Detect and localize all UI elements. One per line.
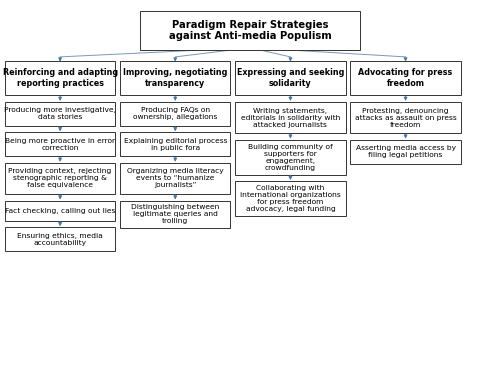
Text: Being more proactive in error
correction: Being more proactive in error correction	[5, 138, 115, 151]
FancyBboxPatch shape	[5, 132, 115, 156]
FancyBboxPatch shape	[5, 102, 115, 126]
FancyBboxPatch shape	[350, 140, 461, 163]
Text: Distinguishing between
legitimate queries and
trolling: Distinguishing between legitimate querie…	[131, 204, 220, 224]
FancyBboxPatch shape	[236, 102, 346, 133]
Text: Protesting, denouncing
attacks as assault on press
freedom: Protesting, denouncing attacks as assaul…	[354, 108, 456, 128]
FancyBboxPatch shape	[120, 102, 230, 126]
Text: Providing context, rejecting
stenographic reporting &
false equivalence: Providing context, rejecting stenographi…	[8, 168, 112, 188]
FancyBboxPatch shape	[120, 200, 230, 228]
Text: Writing statements,
editorials in solidarity with
attacked journalists: Writing statements, editorials in solida…	[240, 108, 340, 128]
Text: Collaborating with
international organizations
for press freedom
advocacy, legal: Collaborating with international organiz…	[240, 185, 341, 212]
Text: Paradigm Repair Strategies
against Anti-media Populism: Paradigm Repair Strategies against Anti-…	[168, 19, 332, 41]
FancyBboxPatch shape	[350, 102, 461, 133]
Text: Reinforcing and adapting
reporting practices: Reinforcing and adapting reporting pract…	[2, 68, 117, 88]
FancyBboxPatch shape	[120, 61, 230, 95]
Text: Explaining editorial process
in public fora: Explaining editorial process in public f…	[124, 138, 227, 151]
FancyBboxPatch shape	[140, 11, 360, 50]
Text: Asserting media access by
filing legal petitions: Asserting media access by filing legal p…	[356, 145, 456, 158]
FancyBboxPatch shape	[5, 61, 115, 95]
FancyBboxPatch shape	[5, 227, 115, 251]
Text: Organizing media literacy
events to “humanize
journalists”: Organizing media literacy events to “hum…	[127, 168, 224, 188]
FancyBboxPatch shape	[5, 163, 115, 194]
Text: Fact checking, calling out lies: Fact checking, calling out lies	[5, 208, 116, 214]
Text: Advocating for press
freedom: Advocating for press freedom	[358, 68, 452, 88]
Text: Producing FAQs on
ownership, allegations: Producing FAQs on ownership, allegations	[133, 107, 218, 120]
FancyBboxPatch shape	[236, 61, 346, 95]
Text: Building community of
supporters for
engagement,
crowdfunding: Building community of supporters for eng…	[248, 144, 333, 171]
FancyBboxPatch shape	[5, 200, 115, 221]
Text: Expressing and seeking
solidarity: Expressing and seeking solidarity	[236, 68, 344, 88]
FancyBboxPatch shape	[120, 163, 230, 194]
FancyBboxPatch shape	[350, 61, 461, 95]
FancyBboxPatch shape	[236, 181, 346, 216]
FancyBboxPatch shape	[236, 140, 346, 175]
FancyBboxPatch shape	[120, 132, 230, 156]
Text: Producing more investigative,
data stories: Producing more investigative, data stori…	[4, 107, 116, 120]
Text: Improving, negotiating
transparency: Improving, negotiating transparency	[123, 68, 228, 88]
Text: Ensuring ethics, media
accountability: Ensuring ethics, media accountability	[17, 233, 103, 246]
